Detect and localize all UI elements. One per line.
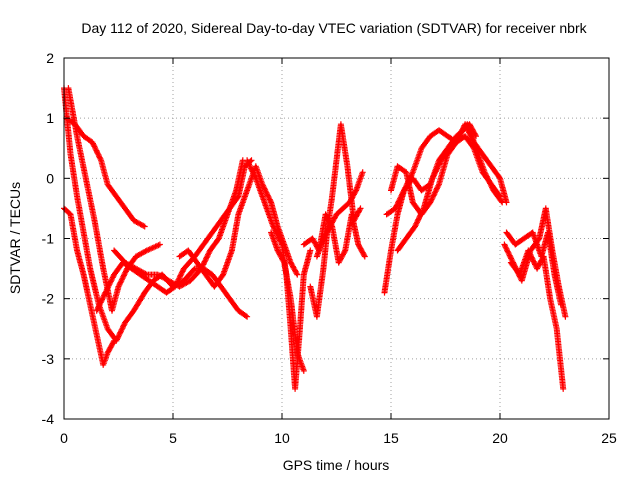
series-marks bbox=[307, 121, 364, 320]
x-tick-label: 5 bbox=[169, 430, 177, 446]
x-tick-labels: 0 5 10 15 20 25 bbox=[60, 430, 617, 446]
series-arc-19 bbox=[501, 205, 569, 320]
y-tick-label: -4 bbox=[42, 411, 55, 427]
series-arc-8 bbox=[244, 157, 314, 392]
series-marks bbox=[313, 169, 366, 260]
y-tick-label: 0 bbox=[46, 170, 54, 186]
axis-ticks bbox=[63, 57, 610, 420]
x-tick-label: 25 bbox=[601, 430, 617, 446]
x-tick-label: 0 bbox=[60, 430, 68, 446]
series-arc-9 bbox=[268, 229, 307, 374]
series-marks bbox=[388, 121, 510, 218]
x-tick-label: 10 bbox=[274, 430, 290, 446]
y-tick-label: -3 bbox=[42, 351, 55, 367]
series-marks bbox=[501, 205, 569, 320]
series-arc-11 bbox=[307, 121, 364, 320]
x-tick-label: 20 bbox=[492, 430, 508, 446]
series-arc-16 bbox=[388, 121, 510, 218]
y-tick-label: 1 bbox=[46, 110, 54, 126]
series-marks bbox=[111, 157, 246, 290]
y-tick-label: -1 bbox=[42, 231, 55, 247]
series-arc-12 bbox=[313, 169, 366, 260]
series-arc-6 bbox=[111, 157, 246, 290]
series-marks bbox=[65, 85, 163, 314]
data-points bbox=[61, 85, 569, 392]
series-arc-4 bbox=[65, 85, 163, 314]
series-marks bbox=[268, 229, 307, 374]
x-tick-label: 15 bbox=[383, 430, 399, 446]
y-axis-label: SDTVAR / TECUs bbox=[7, 182, 23, 294]
y-tick-label: -2 bbox=[42, 291, 55, 307]
series-marks bbox=[244, 157, 314, 392]
y-tick-label: 2 bbox=[46, 50, 54, 66]
x-axis-label: GPS time / hours bbox=[283, 457, 390, 473]
chart-title: Day 112 of 2020, Sidereal Day-to-day VTE… bbox=[81, 20, 587, 36]
y-tick-labels: -4 -3 -2 -1 0 1 2 bbox=[42, 50, 55, 427]
